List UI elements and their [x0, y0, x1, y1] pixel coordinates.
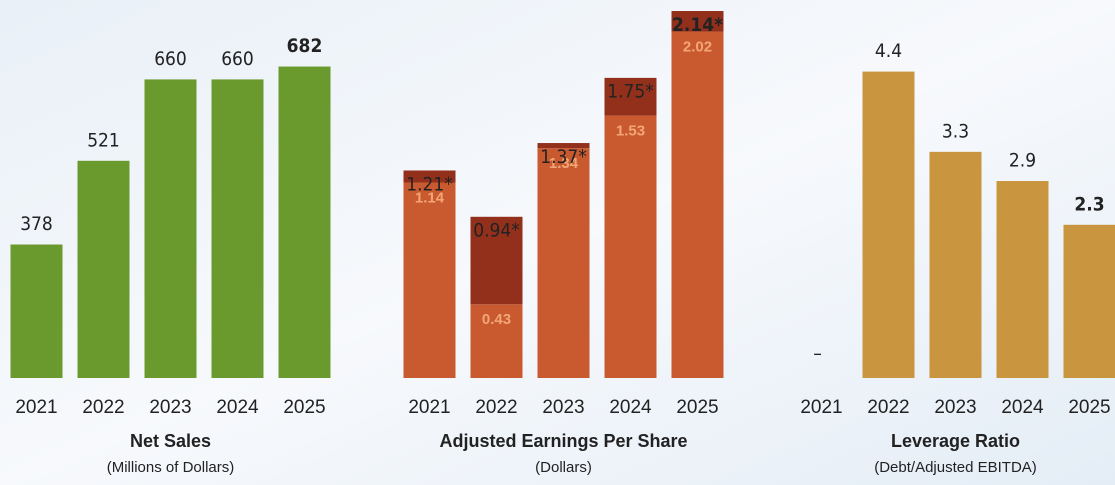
bar [211, 79, 264, 378]
segment-label: 1.34 [549, 155, 579, 172]
bar [929, 151, 982, 378]
value-label: – [813, 343, 822, 365]
bar [77, 160, 130, 378]
bar [10, 244, 63, 378]
x-tick-label: 2025 [1068, 397, 1110, 418]
x-tick-label: 2024 [1001, 397, 1044, 418]
value-label: 521 [87, 129, 120, 151]
value-label: 682 [287, 35, 323, 57]
x-tick-label: 2022 [475, 397, 517, 418]
chart-subtitle: (Dollars) [535, 459, 592, 476]
chart-subtitle: (Debt/Adjusted EBITDA) [874, 459, 1037, 476]
bar [1063, 224, 1115, 378]
total-label: 2.14* [672, 14, 723, 36]
x-tick-label: 2025 [676, 397, 718, 418]
x-tick-label: 2025 [283, 397, 325, 418]
segment-label: 1.53 [616, 123, 645, 140]
total-label: 1.21* [406, 173, 453, 195]
x-tick-label: 2024 [216, 397, 259, 418]
value-label: 378 [20, 213, 53, 235]
segment-label: 0.43 [482, 311, 511, 328]
x-tick-label: 2023 [149, 397, 191, 418]
bar [862, 71, 915, 378]
bar [278, 66, 331, 379]
segment-label: 1.14 [415, 189, 445, 206]
value-label: 2.9 [1009, 150, 1036, 172]
bar [144, 79, 197, 378]
x-tick-label: 2023 [934, 397, 976, 418]
x-tick-label: 2022 [82, 397, 124, 418]
value-label: 4.4 [875, 40, 902, 62]
bar-segment [604, 77, 657, 116]
x-tick-label: 2021 [800, 397, 842, 418]
total-label: 1.75* [607, 81, 654, 103]
bar-segment [403, 182, 456, 378]
chart-title: Net Sales [130, 431, 211, 451]
bar-segment [537, 143, 590, 149]
x-tick-label: 2024 [609, 397, 652, 418]
bar-segment [604, 115, 657, 378]
value-label: 2.3 [1074, 193, 1104, 215]
x-tick-label: 2021 [408, 397, 450, 418]
x-tick-label: 2023 [542, 397, 584, 418]
bar [996, 181, 1049, 378]
x-tick-label: 2021 [15, 397, 57, 418]
total-label: 1.37* [540, 146, 587, 168]
chart-title: Adjusted Earnings Per Share [439, 431, 687, 451]
bar-segment [403, 170, 456, 183]
total-label: 0.94* [473, 220, 520, 242]
x-tick-label: 2022 [867, 397, 909, 418]
value-label: 660 [221, 48, 254, 70]
bar-segment [671, 10, 724, 32]
bar-segment [470, 304, 523, 378]
bar-segment [470, 216, 523, 305]
bar-segment [537, 148, 590, 378]
value-label: 3.3 [942, 120, 969, 142]
segment-label: 2.02 [683, 39, 712, 56]
bar-segment [671, 31, 724, 378]
chart-subtitle: (Millions of Dollars) [107, 459, 235, 476]
chart-title: Leverage Ratio [891, 431, 1020, 451]
value-label: 660 [154, 48, 187, 70]
